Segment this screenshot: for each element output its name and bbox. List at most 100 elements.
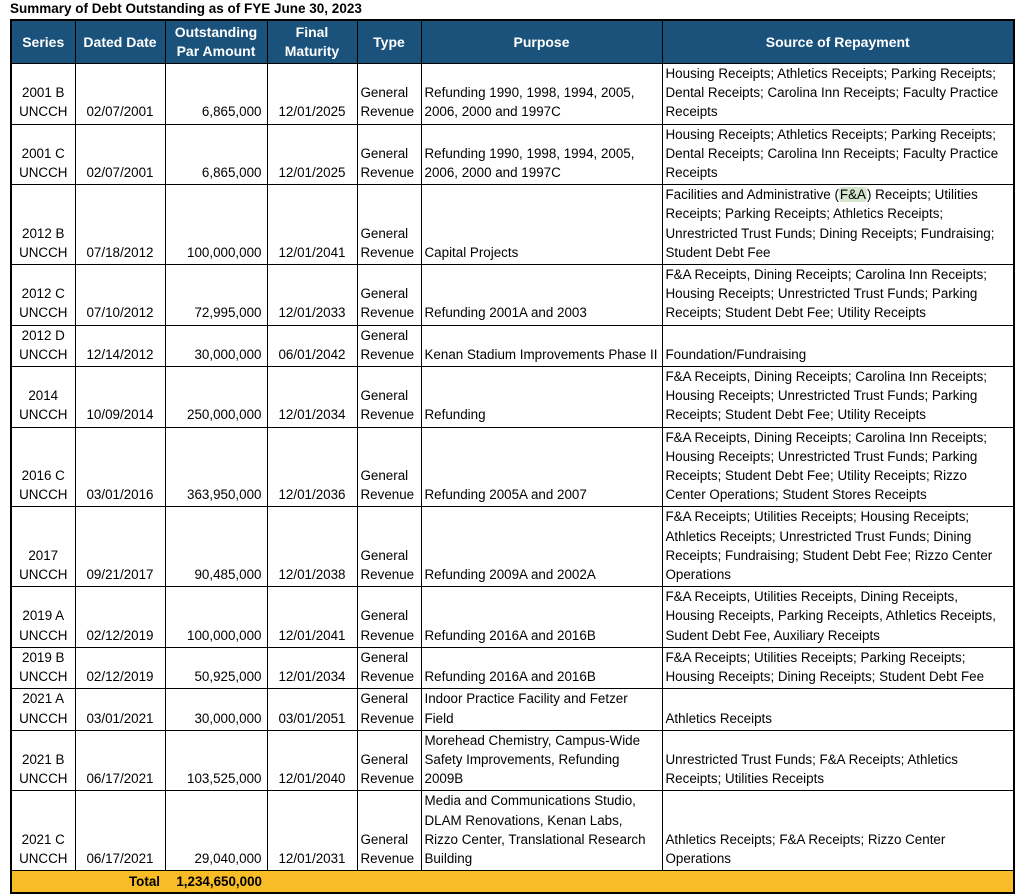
debt-summary-table: Series Dated Date Outstanding Par Amount… xyxy=(10,19,1015,894)
table-row: 2017 UNCCH 09/21/2017 90,485,000 12/01/20… xyxy=(10,506,1015,588)
cell-dated-date: 02/12/2019 xyxy=(74,646,166,690)
cell-source: Foundation/Fundraising xyxy=(661,324,1015,368)
cell-final-maturity: 12/01/2041 xyxy=(266,184,358,266)
table-row: 2021 B UNCCH 06/17/2021 103,525,000 12/01… xyxy=(10,729,1015,792)
cell-purpose: Refunding 1990, 1998, 1994, 2005, 2006, … xyxy=(420,123,663,186)
total-label: Total xyxy=(11,870,165,894)
cell-final-maturity: 12/01/2036 xyxy=(266,426,358,508)
cell-type: General Revenue xyxy=(356,184,422,266)
cell-type: General Revenue xyxy=(356,688,422,731)
cell-purpose: Refunding 2005A and 2007 xyxy=(420,426,663,508)
cell-type: General Revenue xyxy=(356,63,422,125)
cell-par-amount: 363,950,000 xyxy=(164,426,268,508)
cell-type: General Revenue xyxy=(356,426,422,508)
table-row: 2019 A UNCCH 02/12/2019 100,000,000 12/01… xyxy=(10,586,1015,648)
cell-purpose: Refunding 2009A and 2002A xyxy=(420,506,663,588)
cell-par-amount: 250,000,000 xyxy=(164,366,268,428)
cell-series: 2021 A UNCCH xyxy=(10,688,76,731)
total-value: 1,234,650,000 xyxy=(165,870,267,894)
cell-par-amount: 50,925,000 xyxy=(164,646,268,690)
cell-dated-date: 03/01/2021 xyxy=(74,688,166,731)
cell-final-maturity: 12/01/2034 xyxy=(266,646,358,690)
table-row: 2001 C UNCCH 02/07/2001 6,865,000 12/01/2… xyxy=(10,123,1015,186)
cell-final-maturity: 12/01/2025 xyxy=(266,123,358,186)
table-row: 2012 D UNCCH 12/14/2012 30,000,000 06/01/… xyxy=(10,324,1015,368)
cell-dated-date: 10/09/2014 xyxy=(74,366,166,428)
table-row: 2021 A UNCCH 03/01/2021 30,000,000 03/01/… xyxy=(10,688,1015,731)
table-row: 2012 C UNCCH 07/10/2012 72,995,000 12/01/… xyxy=(10,264,1015,326)
cell-par-amount: 29,040,000 xyxy=(164,790,268,872)
cell-purpose: Refunding xyxy=(420,366,663,428)
cell-series: 2021 B UNCCH xyxy=(10,729,76,792)
cell-par-amount: 72,995,000 xyxy=(164,264,268,326)
cell-final-maturity: 12/01/2040 xyxy=(266,729,358,792)
cell-series: 2001 C UNCCH xyxy=(10,123,76,186)
cell-source: F&A Receipts, Dining Receipts; Carolina … xyxy=(661,426,1015,508)
cell-type: General Revenue xyxy=(356,506,422,588)
cell-dated-date: 02/07/2001 xyxy=(74,63,166,125)
cell-source: F&A Receipts, Dining Receipts; Carolina … xyxy=(661,264,1015,326)
cell-final-maturity: 12/01/2038 xyxy=(266,506,358,588)
col-header-par-amount: Outstanding Par Amount xyxy=(164,19,268,64)
cell-source: Unrestricted Trust Funds; F&A Receipts; … xyxy=(661,729,1015,792)
cell-type: General Revenue xyxy=(356,586,422,648)
cell-dated-date: 07/18/2012 xyxy=(74,184,166,266)
col-header-type: Type xyxy=(356,19,422,64)
table-header: Series Dated Date Outstanding Par Amount… xyxy=(10,19,1015,64)
cell-final-maturity: 12/01/2034 xyxy=(266,366,358,428)
table-row: 2019 B UNCCH 02/12/2019 50,925,000 12/01/… xyxy=(10,646,1015,690)
cell-par-amount: 90,485,000 xyxy=(164,506,268,588)
cell-dated-date: 06/17/2021 xyxy=(74,790,166,872)
col-header-final-maturity: Final Maturity xyxy=(266,19,358,64)
cell-par-amount: 30,000,000 xyxy=(164,324,268,368)
cell-purpose: Refunding 1990, 1998, 1994, 2005, 2006, … xyxy=(420,63,663,125)
cell-series: 2001 B UNCCH xyxy=(10,63,76,125)
cell-dated-date: 09/21/2017 xyxy=(74,506,166,588)
cell-dated-date: 06/17/2021 xyxy=(74,729,166,792)
cell-par-amount: 100,000,000 xyxy=(164,586,268,648)
cell-source: Facilities and Administrative (F&A) Rece… xyxy=(661,184,1015,266)
cell-purpose: Refunding 2016A and 2016B xyxy=(420,586,663,648)
cell-source: Housing Receipts; Athletics Receipts; Pa… xyxy=(661,123,1015,186)
cell-purpose: Refunding 2016A and 2016B xyxy=(420,646,663,690)
total-row: Total 1,234,650,000 xyxy=(11,870,1014,894)
cell-purpose: Kenan Stadium Improvements Phase II xyxy=(420,324,663,368)
cell-source: Athletics Receipts xyxy=(661,688,1015,731)
col-header-source: Source of Repayment xyxy=(661,19,1015,64)
cell-final-maturity: 06/01/2042 xyxy=(266,324,358,368)
cell-series: 2019 B UNCCH xyxy=(10,646,76,690)
cell-dated-date: 12/14/2012 xyxy=(74,324,166,368)
cell-type: General Revenue xyxy=(356,366,422,428)
cell-series: 2021 C UNCCH xyxy=(10,790,76,872)
table-row: 2016 C UNCCH 03/01/2016 363,950,000 12/01… xyxy=(10,426,1015,508)
table-row: 2012 B UNCCH 07/18/2012 100,000,000 12/01… xyxy=(10,184,1015,266)
cell-par-amount: 6,865,000 xyxy=(164,63,268,125)
cell-par-amount: 103,525,000 xyxy=(164,729,268,792)
cell-type: General Revenue xyxy=(356,123,422,186)
cell-purpose: Capital Projects xyxy=(420,184,663,266)
col-header-dated-date: Dated Date xyxy=(74,19,166,64)
cell-type: General Revenue xyxy=(356,264,422,326)
cell-source: Athletics Receipts; F&A Receipts; Rizzo … xyxy=(661,790,1015,872)
cell-series: 2019 A UNCCH xyxy=(10,586,76,648)
cell-final-maturity: 12/01/2033 xyxy=(266,264,358,326)
table-row: 2021 C UNCCH 06/17/2021 29,040,000 12/01/… xyxy=(10,790,1015,872)
cell-source: Housing Receipts; Athletics Receipts; Pa… xyxy=(661,63,1015,125)
cell-dated-date: 03/01/2016 xyxy=(74,426,166,508)
cell-type: General Revenue xyxy=(356,646,422,690)
col-header-purpose: Purpose xyxy=(420,19,663,64)
cell-purpose: Morehead Chemistry, Campus-Wide Safety I… xyxy=(420,729,663,792)
cell-source: F&A Receipts; Utilities Receipts; Housin… xyxy=(661,506,1015,588)
cell-source: F&A Receipts; Utilities Receipts; Parkin… xyxy=(661,646,1015,690)
cell-final-maturity: 12/01/2031 xyxy=(266,790,358,872)
cell-par-amount: 30,000,000 xyxy=(164,688,268,731)
cell-type: General Revenue xyxy=(356,729,422,792)
cell-par-amount: 6,865,000 xyxy=(164,123,268,186)
cell-purpose: Indoor Practice Facility and Fetzer Fiel… xyxy=(420,688,663,731)
cell-type: General Revenue xyxy=(356,790,422,872)
cell-source: F&A Receipts, Utilities Receipts, Dining… xyxy=(661,586,1015,648)
cell-final-maturity: 03/01/2051 xyxy=(266,688,358,731)
source-text: ) Receipts; Utilities Receipts; Parking … xyxy=(665,187,995,260)
table-row: 2014 UNCCH 10/09/2014 250,000,000 12/01/2… xyxy=(10,366,1015,428)
cell-dated-date: 02/12/2019 xyxy=(74,586,166,648)
